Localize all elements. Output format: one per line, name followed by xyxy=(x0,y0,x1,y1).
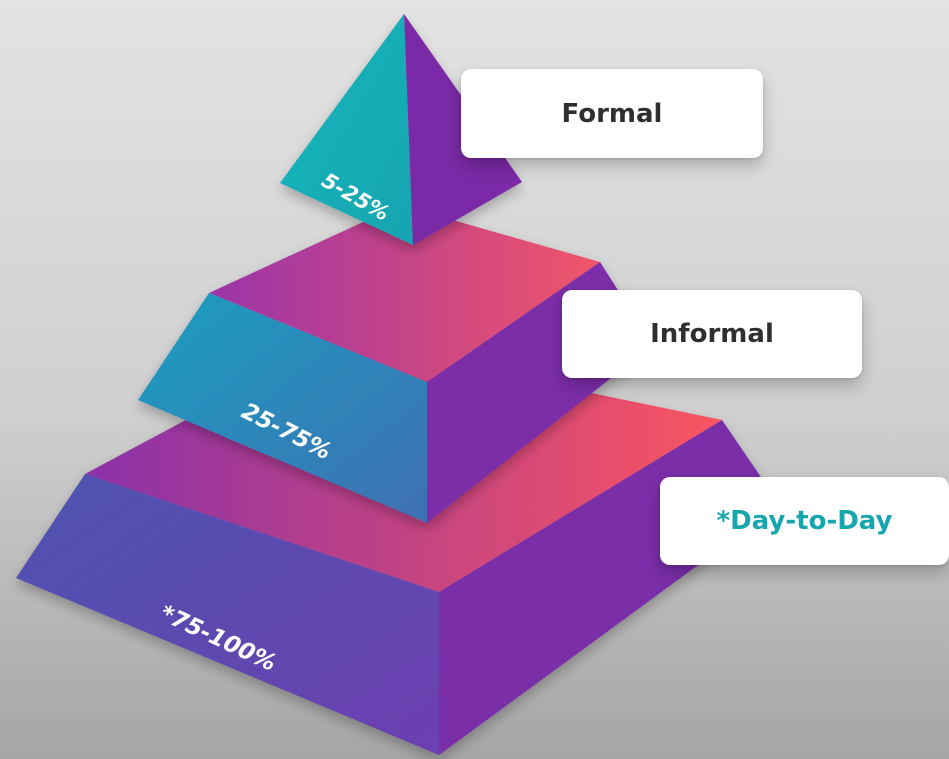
label-formal: Formal xyxy=(461,69,763,158)
tier-formal-front-face xyxy=(280,14,413,245)
label-day-to-day: *Day-to-Day xyxy=(660,477,949,565)
label-informal: Informal xyxy=(562,290,862,378)
tier-informal-top-face xyxy=(209,205,600,382)
tier-informal-front-face xyxy=(138,293,427,523)
tier-day-to-day-front-face xyxy=(16,474,439,755)
